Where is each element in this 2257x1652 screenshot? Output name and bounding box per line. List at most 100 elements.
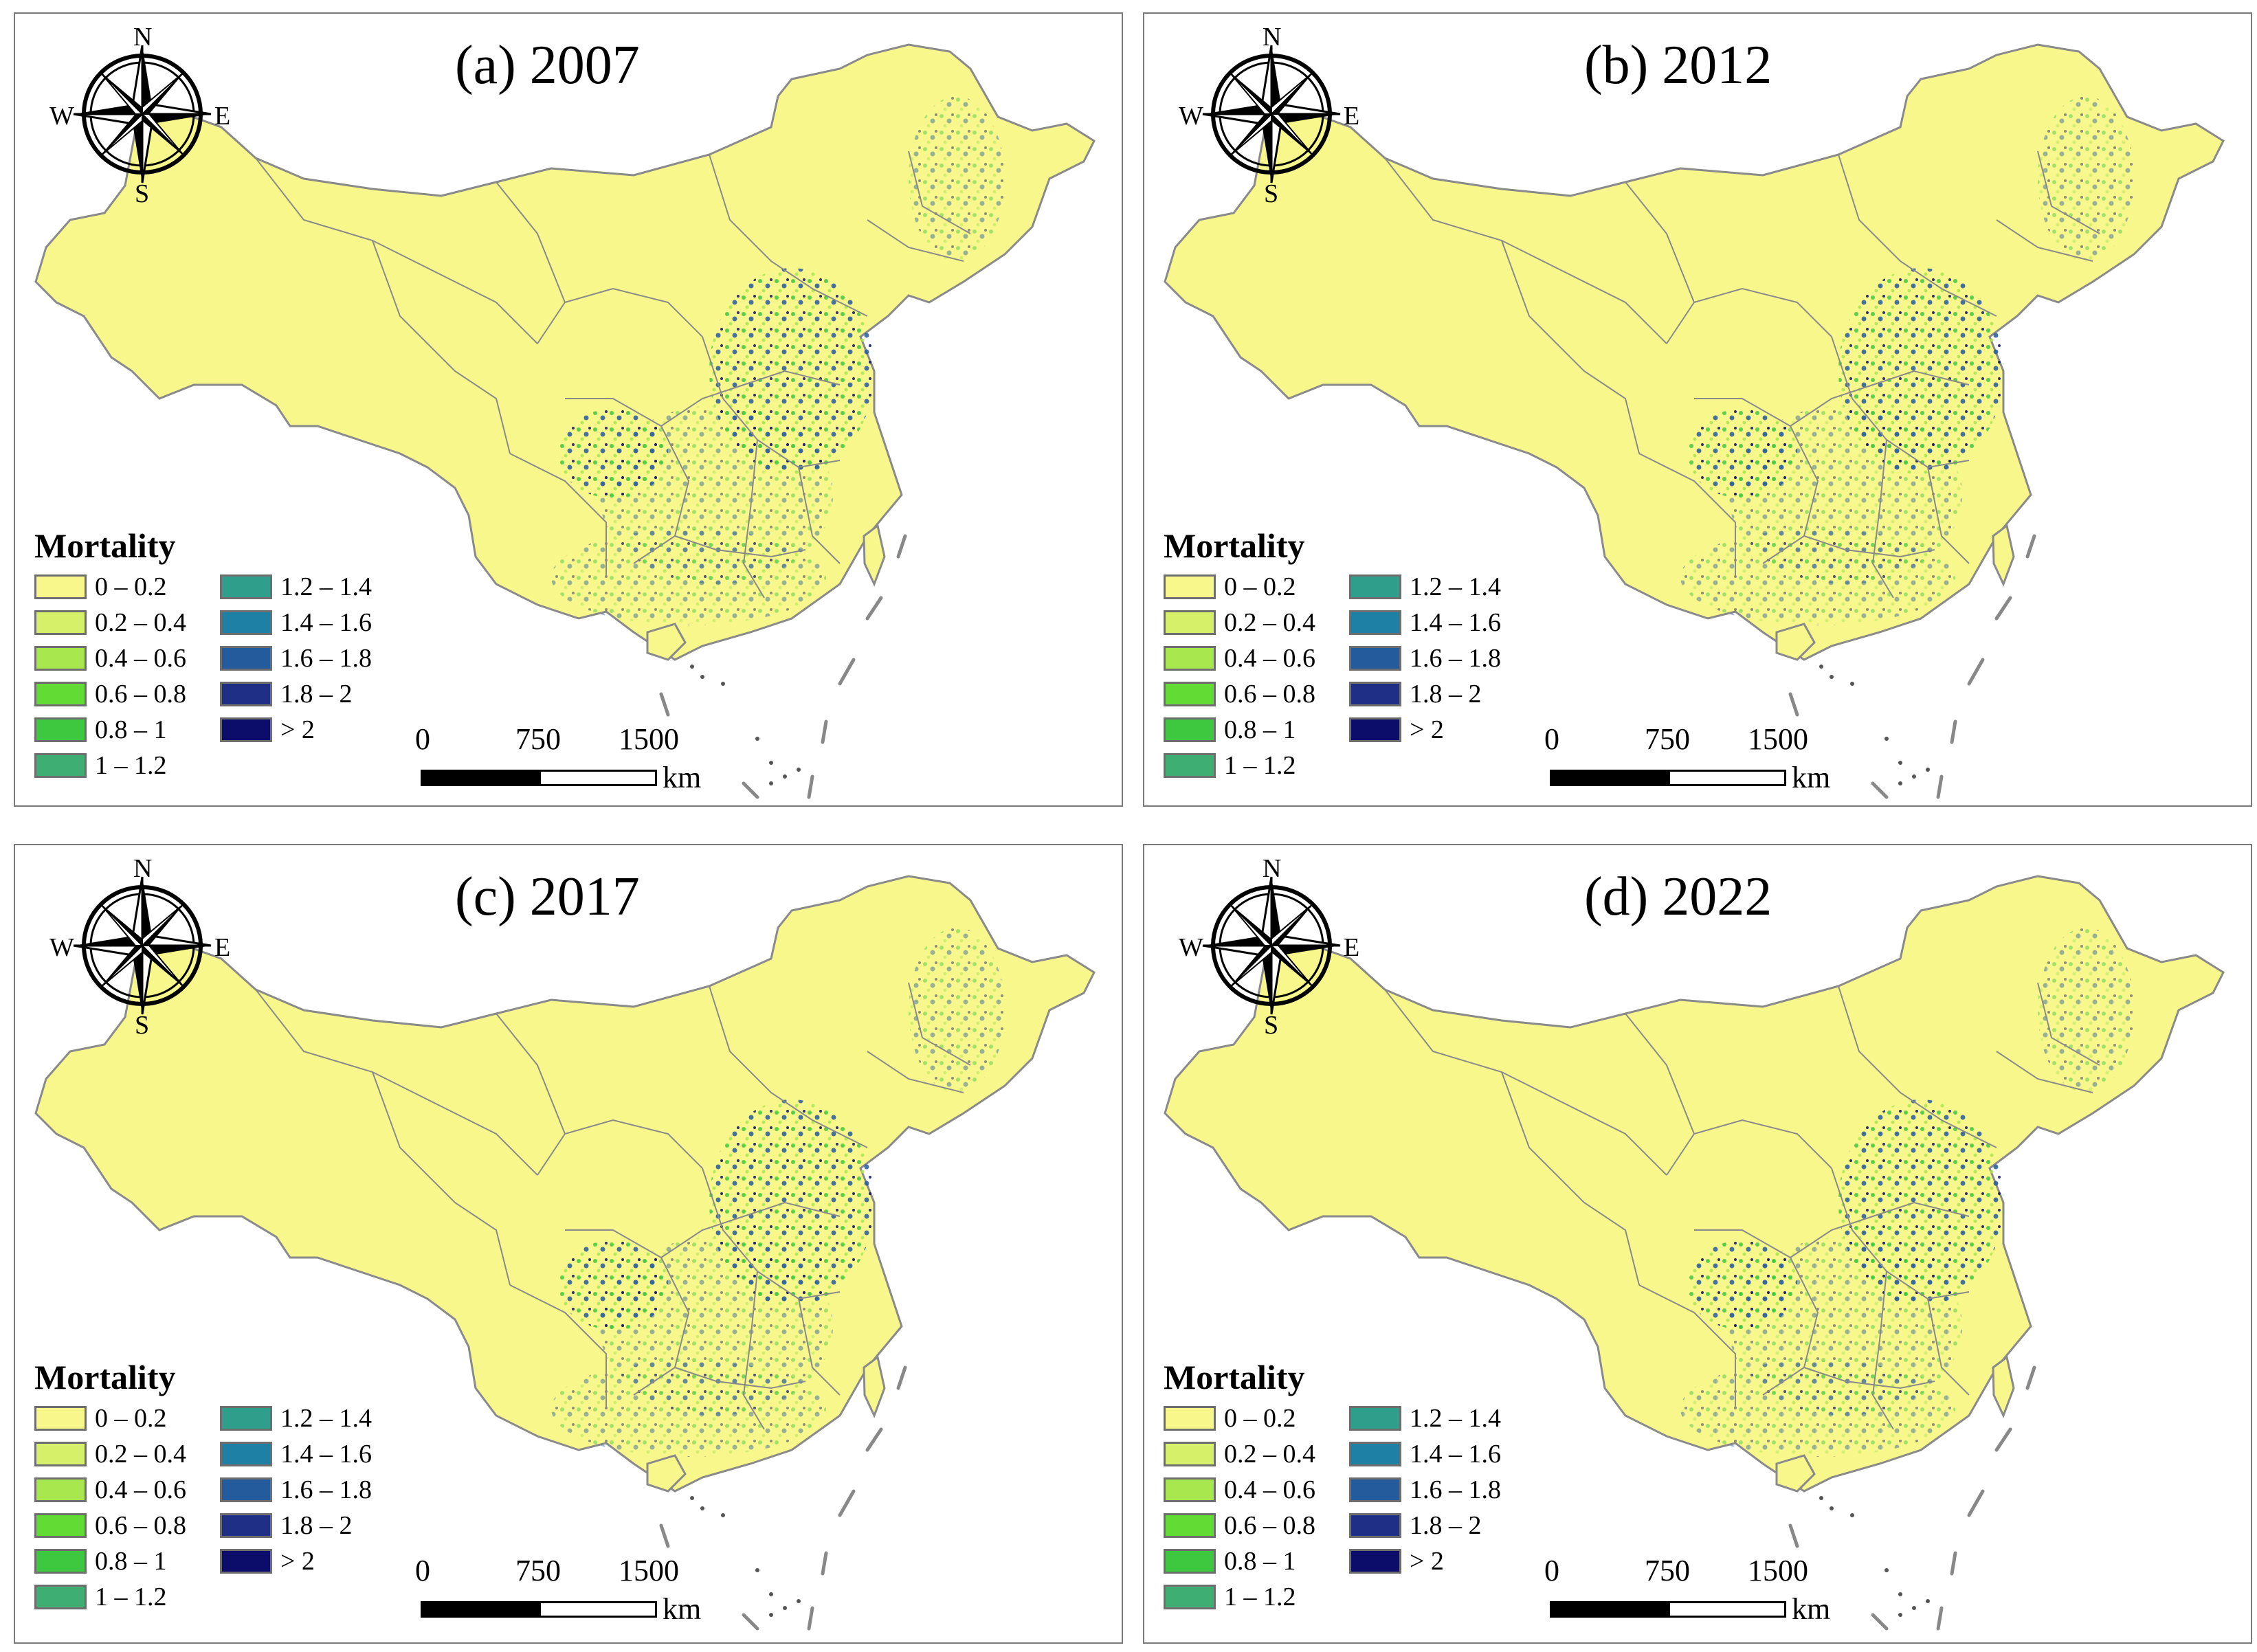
- south-sea-islands: [690, 665, 801, 785]
- legend-swatch: [220, 1549, 272, 1574]
- legend-title: Mortality: [1164, 1358, 1305, 1396]
- legend-item: 1.8 – 2: [1349, 678, 1482, 710]
- map-panel-a: (a) 2007 N S W E Mortality 0: [14, 12, 1123, 807]
- south-sea-boundary: [1788, 1365, 2036, 1631]
- scale-tick-0: 0: [1544, 1554, 1559, 1587]
- legend-items: 0 – 0.2 0.2 – 0.4 0.4 – 0.6 0.6 – 0.8 0.8 – …: [34, 571, 419, 791]
- china-map: [34, 875, 1096, 1631]
- panel-title: (c) 2017: [455, 867, 640, 927]
- compass-rose-icon: [73, 876, 212, 1015]
- panel-title: (b) 2012: [1584, 35, 1772, 96]
- province-boundaries: [255, 982, 971, 1430]
- legend-title: Mortality: [34, 1358, 176, 1396]
- scale-tick-750: 750: [1645, 722, 1690, 756]
- legend-title: Mortality: [34, 526, 176, 565]
- north-arrow-compass: N S W E: [49, 23, 230, 203]
- legend-item: 1 – 1.2: [1164, 750, 1296, 781]
- legend-item: 1 – 1.2: [34, 750, 167, 781]
- legend-label: 1.8 – 2: [1410, 1511, 1482, 1540]
- legend-swatch: [1349, 646, 1401, 671]
- china-map: [1164, 43, 2225, 799]
- south-china-zone: [551, 1361, 826, 1457]
- legend-label: 0.4 – 0.6: [1224, 644, 1315, 673]
- scale-tick-750: 750: [1645, 1554, 1690, 1587]
- legend-item: 1.4 – 1.6: [1349, 1438, 1501, 1470]
- legend-label: 0.2 – 0.4: [1224, 608, 1315, 637]
- legend-item: 1.6 – 1.8: [220, 1474, 372, 1506]
- legend-label: 1.4 – 1.6: [1410, 1440, 1501, 1469]
- legend-item: 0.2 – 0.4: [34, 607, 186, 638]
- compass-rose-icon: [1202, 45, 1341, 183]
- legend-swatch: [34, 682, 87, 706]
- province-boundaries: [255, 150, 971, 599]
- legend-swatch: [220, 1513, 272, 1538]
- legend-item: 1.4 – 1.6: [220, 1438, 372, 1470]
- legend-item: 1.8 – 2: [220, 1510, 353, 1541]
- legend-item: > 2: [1349, 1545, 1444, 1577]
- panel-title: (a) 2007: [455, 35, 640, 96]
- scale-tick-750: 750: [515, 722, 561, 756]
- south-sea-islands: [690, 1496, 801, 1617]
- compass-rose-icon: [73, 45, 212, 183]
- scale-tick-1500: 1500: [619, 722, 679, 756]
- compass-rose-icon: [1202, 876, 1341, 1015]
- legend-label: 0 – 0.2: [95, 1404, 167, 1433]
- legend-label: 0 – 0.2: [1224, 1404, 1296, 1433]
- compass-w: W: [49, 102, 74, 131]
- north-arrow-compass: N S W E: [49, 854, 230, 1035]
- legend-items: 0 – 0.2 0.2 – 0.4 0.4 – 0.6 0.6 – 0.8 0.8 – …: [1164, 1403, 1548, 1622]
- legend-label: 0.2 – 0.4: [1224, 1440, 1315, 1469]
- legend-item: 1.4 – 1.6: [1349, 607, 1501, 638]
- legend-item: > 2: [220, 714, 315, 746]
- northeast-zone: [2038, 96, 2134, 261]
- legend-swatch: [34, 1442, 87, 1466]
- legend-item: 0 – 0.2: [34, 1403, 167, 1434]
- china-map: [34, 43, 1096, 799]
- scale-bar: 0 750 1500 km: [1529, 722, 1830, 794]
- legend-label: 1.6 – 1.8: [280, 1475, 372, 1504]
- legend-item: 1.4 – 1.6: [220, 607, 372, 638]
- compass-w: W: [1179, 933, 1203, 962]
- legend-swatch: [220, 1406, 272, 1431]
- legend-item: 0.4 – 0.6: [1164, 1474, 1315, 1506]
- legend-item: 1.6 – 1.8: [1349, 1474, 1501, 1506]
- scale-tick-0: 0: [1544, 722, 1559, 756]
- map-panel-d: (d) 2022 N S W E Mortality 0: [1143, 844, 2252, 1644]
- legend-label: 1.4 – 1.6: [280, 608, 372, 637]
- legend-item: 1.2 – 1.4: [1349, 1403, 1501, 1434]
- legend-swatch: [1349, 1406, 1401, 1431]
- north-arrow-compass: N S W E: [1179, 23, 1359, 203]
- scale-bar: 0 750 1500 km: [1529, 1553, 1830, 1626]
- legend-label: 1.8 – 2: [1410, 680, 1482, 708]
- taiwan: [863, 524, 886, 587]
- hainan: [1775, 623, 1816, 661]
- south-china-zone: [1680, 529, 1955, 625]
- north-arrow-compass: N S W E: [1179, 854, 1359, 1035]
- legend-item: 1.2 – 1.4: [220, 571, 372, 603]
- scale-unit: km: [663, 761, 702, 794]
- legend-swatch: [34, 1585, 87, 1609]
- legend-swatch: [34, 753, 87, 778]
- scale-segment-black: [1550, 770, 1668, 786]
- legend-label: 0.8 – 1: [95, 715, 167, 744]
- hainan: [646, 623, 687, 661]
- legend-swatch: [34, 1406, 87, 1431]
- legend-item: 0.4 – 0.6: [34, 1474, 186, 1506]
- legend-item: 0.8 – 1: [1164, 1545, 1296, 1577]
- province-boundaries: [1384, 982, 2100, 1430]
- legend-swatch: [34, 610, 87, 635]
- south-china-zone: [1680, 1361, 1955, 1457]
- legend-label: 0.2 – 0.4: [95, 608, 186, 637]
- legend-label: 1.4 – 1.6: [280, 1440, 372, 1469]
- legend-swatch: [1349, 682, 1401, 706]
- legend-items: 0 – 0.2 0.2 – 0.4 0.4 – 0.6 0.6 – 0.8 0.8 – …: [1164, 571, 1548, 791]
- legend-item: 0.4 – 0.6: [34, 643, 186, 674]
- legend-label: 1 – 1.2: [1224, 751, 1296, 780]
- scale-unit: km: [663, 1592, 702, 1626]
- legend-label: 1 – 1.2: [1224, 1583, 1296, 1611]
- scale-segment-white: [539, 1601, 657, 1618]
- south-sea-islands: [1819, 1496, 1930, 1617]
- legend-label: 1.8 – 2: [280, 1511, 353, 1540]
- legend-label: 1.2 – 1.4: [1410, 1404, 1501, 1433]
- legend-label: > 2: [280, 715, 315, 744]
